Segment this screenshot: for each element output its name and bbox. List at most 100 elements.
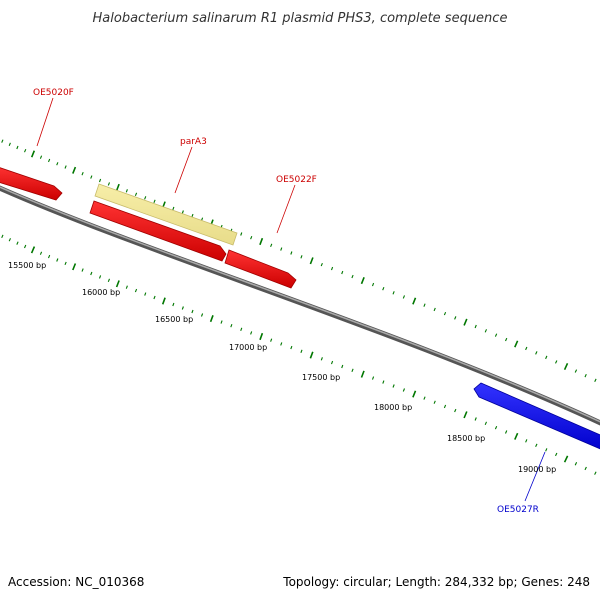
tick-mark — [64, 261, 67, 266]
tick-mark — [270, 338, 273, 342]
tick-mark — [259, 237, 264, 246]
tick-mark — [433, 307, 436, 312]
tick-mark — [300, 255, 303, 259]
gene-oe5027r[interactable] — [473, 382, 600, 451]
tick-mark — [153, 199, 156, 204]
tick-mark — [125, 189, 128, 193]
tick-mark — [90, 271, 93, 276]
tick-mark — [382, 286, 385, 291]
tick-mark — [320, 262, 323, 267]
tick-mark — [574, 369, 578, 373]
tick-mark — [382, 380, 385, 384]
tick-mark — [191, 213, 194, 218]
tick-mark — [56, 162, 59, 166]
position-label-19000: 19000 bp — [518, 465, 556, 474]
tick-mark — [402, 295, 406, 299]
tick-mark — [39, 155, 43, 159]
tick-mark — [594, 378, 597, 383]
tick-mark — [240, 232, 243, 236]
tick-mark — [563, 455, 569, 463]
tick-mark — [309, 257, 314, 265]
tick-mark — [250, 331, 253, 335]
tick-mark — [545, 448, 548, 452]
tick-mark — [423, 396, 426, 400]
tick-mark — [371, 282, 375, 287]
tick-mark — [412, 297, 417, 305]
tick-mark — [270, 243, 273, 248]
tick-mark — [330, 360, 334, 365]
tick-mark — [181, 210, 184, 214]
tick-mark — [30, 246, 36, 254]
gene-oe5020f-b[interactable] — [89, 200, 227, 262]
tick-mark — [525, 346, 528, 351]
tick-mark — [56, 258, 59, 262]
tick-mark — [412, 390, 417, 398]
tick-mark — [16, 145, 19, 150]
tick-mark — [280, 342, 283, 346]
tick-mark — [392, 291, 395, 295]
accession-text: Accession: NC_010368 — [8, 575, 144, 589]
gene-label-para3[interactable]: parA3 — [180, 137, 207, 147]
tick-mark — [360, 370, 365, 378]
tick-mark — [360, 277, 365, 285]
tick-mark — [555, 360, 558, 364]
map-title: Halobacterium salinarum R1 plasmid PHS3,… — [93, 11, 508, 26]
tick-mark — [392, 384, 395, 388]
tick-mark — [484, 421, 488, 426]
tick-mark — [81, 268, 84, 272]
tick-mark — [72, 263, 77, 271]
tick-mark — [280, 247, 283, 251]
tick-mark — [90, 175, 93, 179]
tick-mark — [320, 357, 323, 361]
tick-mark — [594, 471, 597, 475]
tick-mark — [535, 443, 538, 448]
tick-mark — [290, 251, 293, 255]
tick-mark — [220, 320, 223, 324]
tick-mark — [443, 311, 447, 316]
tick-mark — [161, 297, 166, 305]
tick-mark — [30, 150, 36, 158]
tick-mark — [423, 303, 426, 307]
tick-mark — [330, 266, 334, 271]
tick-mark — [525, 439, 528, 443]
tick-mark — [402, 388, 406, 392]
tick-mark — [47, 158, 51, 163]
tick-mark — [443, 404, 447, 409]
gene-label-oe5022f[interactable]: OE5022F — [276, 175, 317, 185]
position-label-16000: 16000 bp — [82, 288, 120, 297]
gene-para3[interactable] — [94, 183, 238, 246]
tick-mark — [341, 270, 344, 275]
position-label-17000: 17000 bp — [229, 343, 267, 352]
tick-mark — [463, 318, 468, 326]
gene-oe5022f[interactable] — [224, 249, 297, 289]
position-label-16500: 16500 bp — [155, 315, 193, 324]
tick-mark — [584, 466, 587, 471]
tick-mark — [535, 351, 538, 355]
tick-mark — [545, 355, 548, 360]
position-label-18000: 18000 bp — [374, 403, 412, 412]
tick-mark — [351, 368, 354, 373]
tick-mark — [1, 234, 4, 239]
tick-mark — [290, 345, 293, 350]
tick-mark — [115, 280, 120, 288]
position-label-15500: 15500 bp — [8, 261, 46, 270]
gene-label-oe5020f[interactable]: OE5020F — [33, 88, 74, 98]
tick-mark — [494, 425, 498, 430]
topology-summary: Topology: circular; Length: 284,332 bp; … — [282, 575, 590, 589]
tick-mark — [200, 313, 204, 317]
gene-oe5020f[interactable] — [0, 166, 63, 201]
sequence-backbone — [0, 185, 600, 426]
tick-mark — [39, 251, 43, 255]
tick-mark — [134, 192, 138, 197]
tick-mark — [181, 306, 184, 310]
tick-mark — [230, 324, 233, 328]
tick-mark — [23, 148, 27, 153]
tick-mark — [98, 275, 102, 279]
tick-mark — [563, 362, 569, 371]
position-label-18500: 18500 bp — [447, 434, 485, 443]
gene-label-oe5027r[interactable]: OE5027R — [497, 505, 539, 515]
tick-mark — [454, 316, 457, 320]
tick-mark — [371, 376, 375, 380]
tick-mark — [250, 235, 253, 240]
tick-mark — [8, 142, 11, 147]
